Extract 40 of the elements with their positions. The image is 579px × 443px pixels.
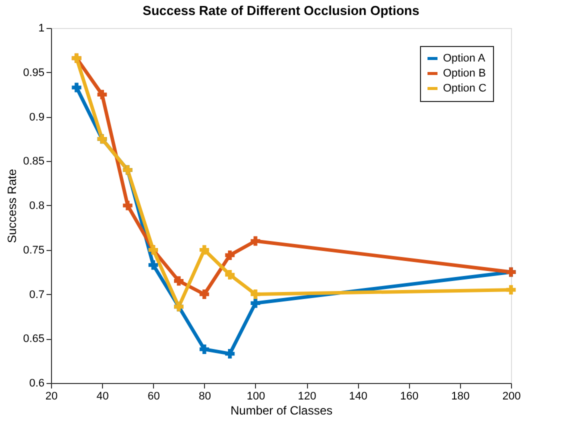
chart-title: Success Rate of Different Occlusion Options (142, 3, 420, 18)
y-tick-label: 0.85 (23, 156, 44, 168)
x-tick-label: 80 (198, 390, 211, 402)
point (225, 250, 235, 260)
x-tick-label: 100 (246, 390, 266, 402)
x-tick-label: 20 (45, 390, 58, 402)
legend-label: Option A (443, 52, 486, 64)
point (200, 245, 210, 255)
y-tick-label: 0.75 (23, 244, 44, 256)
legend-label: Option B (443, 68, 486, 80)
x-tick-label: 120 (298, 390, 316, 402)
point (506, 285, 516, 295)
y-tick-label: 0.7 (29, 288, 44, 301)
y-tick-label: 0.95 (23, 66, 44, 79)
x-tick-label: 180 (451, 390, 470, 402)
y-tick-label: 0.8 (29, 200, 44, 212)
point (148, 260, 158, 270)
point (72, 82, 82, 92)
point (122, 200, 132, 210)
x-tick-label: 160 (400, 390, 418, 402)
legend-label: Option C (443, 82, 486, 94)
x-axis-title: Number of Classes (230, 404, 333, 418)
point (225, 348, 235, 358)
point (200, 290, 210, 299)
x-tick-label: 60 (148, 390, 160, 402)
x-tick-label: 140 (348, 390, 368, 402)
point (174, 276, 184, 286)
point (250, 298, 260, 308)
x-tick-label: 200 (502, 390, 521, 402)
point (97, 90, 107, 100)
x-tick-label: 40 (96, 390, 109, 402)
y-tick-label: 0.6 (29, 378, 44, 390)
y-tick-label: 0.9 (29, 111, 44, 124)
point (250, 236, 260, 246)
y-tick-label: 0.65 (23, 333, 44, 346)
y-axis-title: Success Rate (5, 168, 20, 244)
y-tick-label: 1 (38, 22, 44, 34)
point (200, 344, 210, 354)
point (250, 290, 260, 299)
point (225, 270, 235, 280)
